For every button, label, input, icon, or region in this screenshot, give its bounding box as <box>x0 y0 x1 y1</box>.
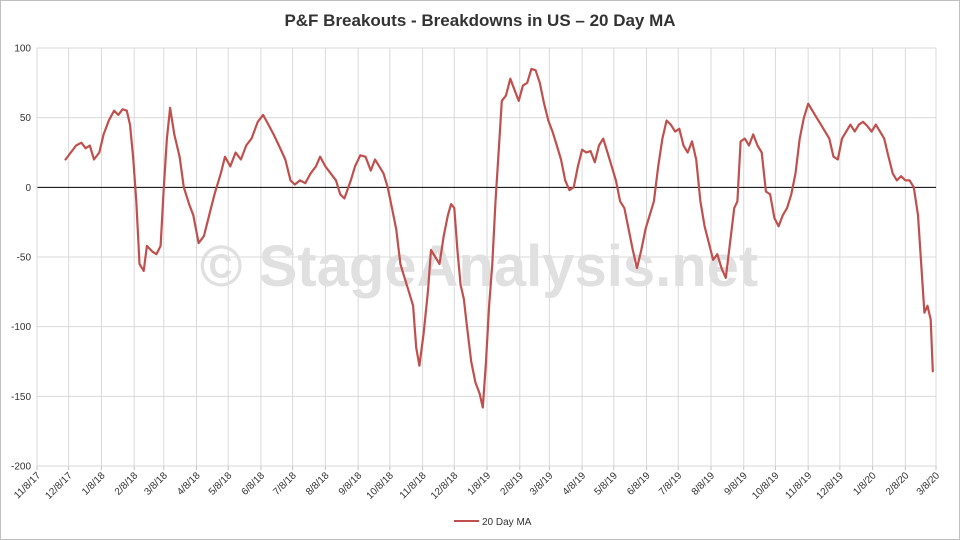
legend-label: 20 Day MA <box>482 517 532 528</box>
x-tick-label: 2/8/18 <box>113 470 141 498</box>
x-tick-label: 10/8/19 <box>750 470 782 502</box>
series-layer <box>64 67 934 409</box>
y-tick-label: -100 <box>11 322 31 333</box>
x-tick-label: 11/8/18 <box>398 470 429 501</box>
x-tick-label: 9/8/18 <box>337 470 365 498</box>
x-tick-label: 6/8/18 <box>240 470 268 498</box>
x-tick-label: 5/8/18 <box>207 470 235 498</box>
y-tick-label: 0 <box>25 183 31 194</box>
gridlines <box>36 47 937 467</box>
y-tick-label: 100 <box>14 44 31 55</box>
series-line-20-day-ma <box>64 67 934 409</box>
x-tick-label: 12/8/19 <box>815 470 847 502</box>
x-tick-label: 8/8/19 <box>690 470 718 498</box>
y-tick-label: -50 <box>17 253 32 264</box>
x-tick-label: 9/8/19 <box>722 470 750 498</box>
x-tick-label: 7/8/19 <box>657 470 685 498</box>
x-tick-label: 11/8/19 <box>783 470 814 501</box>
x-tick-label: 2/8/20 <box>884 470 912 498</box>
x-tick-label: 3/8/19 <box>528 470 556 498</box>
watermark-text: © StageAnalysis.net <box>200 234 758 299</box>
x-tick-label: 7/8/18 <box>271 470 299 498</box>
chart-title: P&F Breakouts - Breakdowns in US – 20 Da… <box>284 11 676 30</box>
x-tick-label: 11/8/17 <box>12 470 43 501</box>
y-tick-label: 50 <box>20 113 32 124</box>
legend: 20 Day MA <box>454 517 532 528</box>
y-tick-label: -150 <box>11 392 31 403</box>
x-tick-label: 1/8/19 <box>466 470 494 498</box>
x-tick-label: 5/8/19 <box>592 470 620 498</box>
x-tick-label: 8/8/18 <box>304 470 332 498</box>
x-tick-label: 10/8/18 <box>365 470 397 502</box>
x-tick-label: 4/8/19 <box>561 470 589 498</box>
x-tick-label: 6/8/19 <box>625 470 653 498</box>
x-tick-label: 1/8/18 <box>80 470 108 498</box>
y-tick-label: -200 <box>11 462 31 473</box>
x-tick-label: 4/8/18 <box>175 470 203 498</box>
x-tick-label: 3/8/20 <box>915 470 943 498</box>
x-tick-label: 12/8/18 <box>429 470 461 502</box>
x-tick-label: 12/8/17 <box>43 470 75 502</box>
x-tick-label: 2/8/19 <box>498 470 526 498</box>
x-tick-label: 1/8/20 <box>851 470 879 498</box>
x-tick-label: 3/8/18 <box>142 470 170 498</box>
